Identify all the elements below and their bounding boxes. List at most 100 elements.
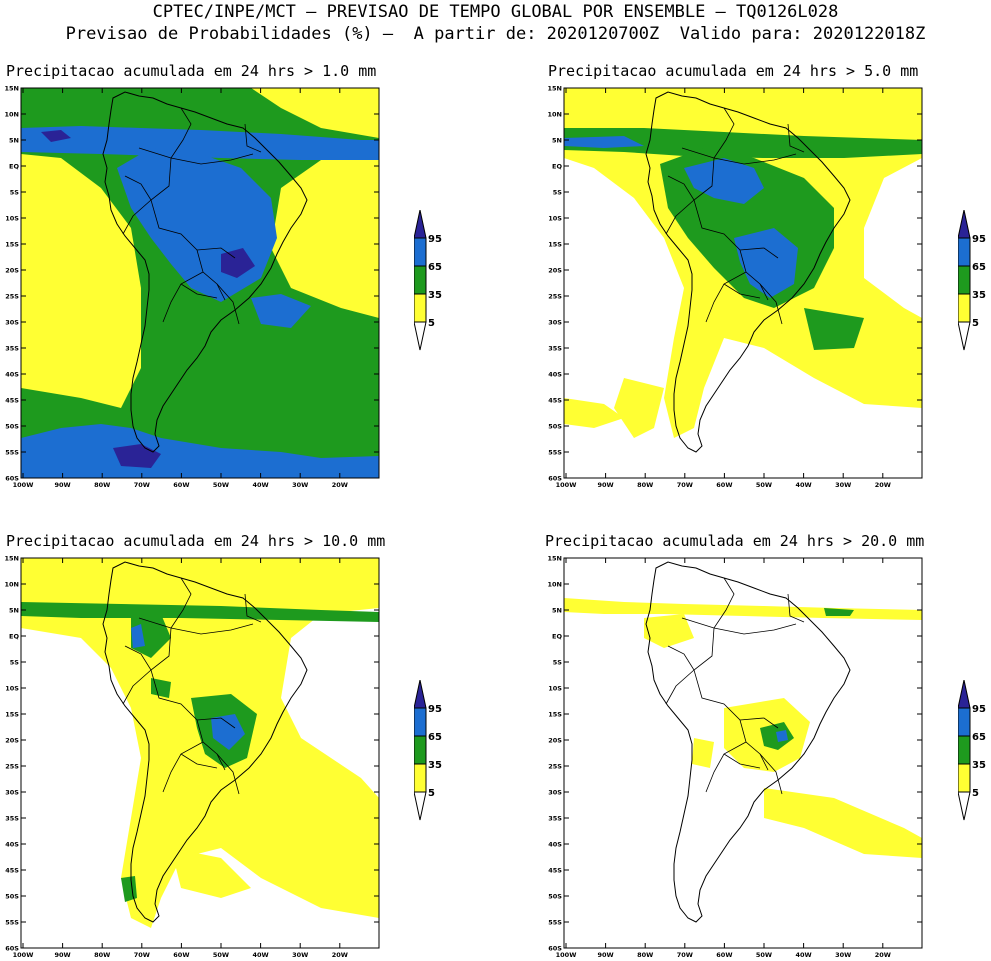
colorbar-svg-2: 95 65 35 5 [957,209,986,351]
colorbar-level-label: 5 [428,788,435,799]
probability-region [221,248,255,278]
country-border [681,147,797,165]
lat-label: 55S [548,449,562,457]
probability-region [211,714,245,750]
lat-label: 5S [553,189,563,197]
lon-label: 20W [332,481,348,489]
colorbar-level-label: 5 [972,788,979,799]
country-border [667,645,695,671]
lat-label: 55S [548,919,562,927]
country-border [693,627,769,771]
colorbar-level-label: 5 [428,318,435,329]
country-border [759,283,783,325]
country-border [216,753,240,795]
country-border [196,247,236,259]
probability-region [614,378,664,438]
lat-label: 55S [5,449,19,457]
country-border [739,717,779,729]
probability-region [564,136,644,148]
lat-label: 50S [548,893,562,901]
colorbar-swatch [413,293,427,323]
lon-label: 20W [875,951,891,959]
country-border [124,175,152,201]
country-border [244,123,262,153]
lon-label: 70W [677,951,693,959]
map-frame [563,87,923,479]
colorbar-3: 95 65 35 5 [413,679,446,828]
lon-label: 30W [835,481,851,489]
lat-label: EQ [9,163,19,171]
lon-label: 50W [756,951,772,959]
lon-label: 30W [835,951,851,959]
lon-label: 70W [677,481,693,489]
map-svg-3: 15N 10N 5N EQ 5S 10S 15S 20S 25S 30S 35S 40S 45S 50S 5… [5,555,380,959]
probability-region [734,228,798,298]
lon-label: 90W [54,951,70,959]
lat-label: 60S [548,945,562,953]
lat-label: 5N [9,137,19,145]
lat-label: 45S [548,397,562,405]
country-border [150,627,226,771]
probability-region [564,398,624,428]
country-border [713,107,735,159]
lat-label: 60S [5,475,19,483]
lat-label: 60S [548,475,562,483]
probability-region [764,788,922,858]
country-border [713,577,735,629]
colorbar-swatch [413,707,427,737]
lat-label: 40S [548,371,562,379]
lat-label: 50S [5,893,19,901]
lat-label: 50S [548,423,562,431]
map-svg-4: 15N 10N 5N EQ 5S 10S 15S 20S 25S 30S 35S 40S 45S 50S 5… [548,555,923,959]
lat-label: 25S [5,763,19,771]
probability-region [564,128,922,158]
lat-label: 30S [548,789,562,797]
lat-label: 50S [5,423,19,431]
colorbar-level-label: 35 [972,290,986,301]
lat-label: EQ [552,633,562,641]
lat-label: 25S [548,763,562,771]
lon-label: 80W [637,481,653,489]
colorbar-level-label: 65 [428,262,442,273]
colorbar-level-label: 65 [428,732,442,743]
map-frame [20,87,380,479]
probability-region [692,738,714,768]
colorbar-level-label: 35 [972,760,986,771]
lat-label: 10S [548,215,562,223]
country-border [739,247,779,259]
lon-label: 40W [252,481,268,489]
probability-region [644,614,694,648]
map-panel-2: 15N 10N 5N EQ 5S 10S 15S 20S 25S 30S 35S 40S 45S 50S 5… [548,85,923,491]
lon-label: 60W [716,951,732,959]
country-border [693,157,769,301]
lat-label: 20S [5,267,19,275]
lat-label: 20S [548,737,562,745]
lon-label: 50W [213,481,229,489]
lon-label: 40W [252,951,268,959]
map-panel-1: 15N 10N 5N EQ 5S 10S 15S 20S 25S 30S 35S 40S 45S 50S 5… [5,85,380,491]
colorbar-swatch [957,707,971,737]
panel-title-1: Precipitacao acumulada em 24 hrs > 1.0 m… [6,62,377,80]
lat-label: 10N [548,581,563,589]
country-border [665,669,695,705]
colorbar-4: 95 65 35 5 [957,679,990,828]
country-border [705,271,747,323]
country-border [170,577,192,629]
country-border [162,271,204,323]
colorbar-level-label: 5 [972,318,979,329]
lat-label: 15S [548,241,562,249]
lat-label: 15N [5,85,20,93]
country-border [180,753,218,769]
lat-label: 45S [5,867,19,875]
colorbar-swatch [413,265,427,295]
colorbar-1: 95 65 35 5 [413,209,446,358]
lon-label: 100W [13,951,34,959]
lat-label: 20S [5,737,19,745]
lat-label: 45S [5,397,19,405]
country-border [122,199,152,235]
country-border [667,175,695,201]
panel-title-2: Precipitacao acumulada em 24 hrs > 5.0 m… [548,62,919,80]
lat-label: 35S [5,345,19,353]
lat-label: 25S [5,293,19,301]
probability-region [824,608,854,616]
